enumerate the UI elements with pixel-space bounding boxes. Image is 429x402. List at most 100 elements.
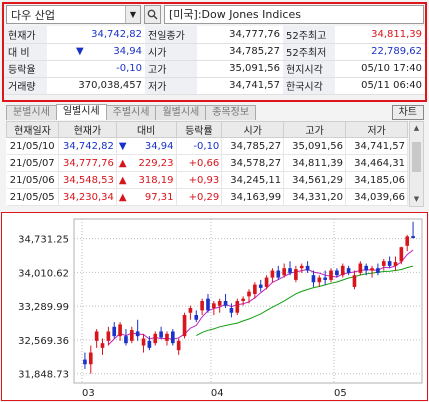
open-value: 34,785,27 — [197, 43, 283, 61]
price-cell: 34,230,34 — [58, 188, 117, 206]
summary-label: 52주최고 — [283, 26, 335, 44]
summary-highlight-frame — [2, 2, 427, 102]
low-cell: 34,464,31 — [345, 154, 408, 172]
candle-body — [223, 301, 228, 306]
change-amount: 34,94 — [113, 46, 142, 57]
diff-cell: ▲ 229,23 — [116, 154, 177, 172]
tab-monthly[interactable]: 월별시세 — [155, 105, 207, 120]
candle-body — [253, 284, 257, 294]
table-scrollbar[interactable]: ▲ ▼ — [409, 121, 424, 207]
table-row[interactable]: 21/05/05 34,230,34 ▲ 97,31 +0,29 34,163,9… — [6, 188, 408, 206]
candle-body — [247, 291, 251, 297]
high-cell: 34,561,29 — [283, 171, 347, 189]
x-tick-label: 03 — [82, 388, 95, 399]
low-cell: 34,185,06 — [345, 171, 408, 189]
korea-time-value: 05/11 06:40 — [335, 77, 425, 95]
summary-label: 52주최저 — [283, 43, 335, 61]
candle-body — [352, 275, 357, 287]
scroll-down-icon[interactable]: ▼ — [413, 195, 420, 203]
search-row: 다우 산업 ▼ [미국]:Dow Jones Indices — [6, 5, 424, 24]
high-cell: 34,811,39 — [283, 154, 347, 172]
scroll-up-icon[interactable]: ▲ — [413, 124, 420, 132]
candle-body — [411, 236, 415, 239]
table-row[interactable]: 21/05/07 34,777,76 ▲ 229,23 +0,66 34,578,… — [6, 154, 408, 172]
column-header[interactable]: 현재일자 — [6, 121, 59, 138]
candle-body — [176, 340, 181, 351]
low-cell: 34,741,57 — [345, 137, 408, 155]
y-tick-label: 34,010.62 — [18, 268, 69, 279]
summary-label: 전일종가 — [145, 26, 197, 44]
tab-daily[interactable]: 일별시세 — [55, 104, 107, 120]
candle-body — [118, 324, 122, 337]
candle-body — [288, 268, 292, 273]
table-row[interactable]: 21/05/06 34,548,53 ▲ 318,19 +0,93 34,245,… — [6, 171, 408, 189]
candle-body — [364, 265, 369, 271]
candle-body — [182, 315, 187, 337]
candle-body — [270, 270, 275, 278]
index-select[interactable]: 다우 산업 ▼ — [6, 5, 141, 24]
candle-body — [165, 333, 169, 341]
summary-label: 한국시각 — [283, 77, 335, 95]
tab-weekly[interactable]: 주별시세 — [105, 105, 157, 120]
rate-cell: +0,93 — [176, 171, 223, 189]
candlestick-chart[interactable]: 34,731.25 34,010.62 33,289.99 32,569.36 31,8… — [2, 213, 427, 400]
search-button[interactable] — [144, 5, 161, 24]
volume-value: 370,038,457 — [47, 77, 145, 95]
open-cell: 34,163,99 — [221, 188, 285, 206]
x-tick-label: 04 — [211, 388, 224, 399]
candle-body — [299, 265, 304, 269]
summary-label: 거래량 — [5, 77, 47, 95]
moving-average-short-line — [108, 249, 414, 345]
column-header[interactable]: 현재가 — [57, 121, 117, 138]
column-header[interactable]: 등락률 — [175, 121, 223, 138]
candle-body — [241, 298, 245, 301]
summary-row: 현재가 34,742,82 전일종가 34,777,76 52주최고 34,81… — [5, 26, 425, 44]
date-cell: 21/05/05 — [6, 188, 59, 206]
candle-body — [135, 331, 140, 337]
y-tick-label: 34,731.25 — [18, 235, 69, 246]
diff-value: 229,23 — [138, 157, 174, 169]
candle-body — [276, 270, 281, 278]
summary-row: 거래량 370,038,457 저가 34,741,57 한국시각 05/11 … — [5, 77, 425, 95]
column-header[interactable]: 시가 — [221, 121, 285, 138]
summary-label: 현지시각 — [283, 60, 335, 78]
summary-label: 저가 — [145, 77, 197, 95]
candle-body — [129, 330, 134, 341]
price-cell: 34,548,53 — [58, 171, 117, 189]
tab-bar: 분별시세 일별시세 주별시세 월별시세 종목정보 차트 — [6, 104, 424, 120]
plot-area — [73, 218, 423, 384]
table-row[interactable]: 21/05/10 34,742,82 ▼ 34,94 -0,10 34,785,2… — [6, 137, 408, 155]
up-arrow-icon: ▲ — [118, 174, 127, 186]
chevron-down-icon[interactable]: ▼ — [125, 6, 140, 23]
column-header[interactable]: 대비 — [115, 121, 177, 138]
chart-button[interactable]: 차트 — [391, 105, 424, 120]
candle-body — [153, 333, 158, 344]
high-52w-value: 34,811,39 — [335, 26, 425, 44]
candle-body — [147, 340, 152, 348]
candle-body — [141, 338, 146, 346]
up-arrow-icon: ▲ — [118, 191, 127, 203]
candle-body — [159, 331, 163, 338]
diff-cell: ▲ 318,19 — [116, 171, 177, 189]
candle-body — [323, 277, 327, 280]
column-header[interactable]: 고가 — [283, 121, 347, 138]
open-cell: 34,245,11 — [221, 171, 285, 189]
index-display-name: [미국]:Dow Jones Indices — [164, 5, 424, 24]
candle-body — [106, 331, 111, 341]
prev-close-value: 34,777,76 — [197, 26, 283, 44]
summary-label: 대 비 — [5, 43, 47, 61]
tab-stock-info[interactable]: 종목정보 — [205, 105, 257, 120]
candle-body — [94, 331, 99, 341]
tab-minute[interactable]: 분별시세 — [6, 105, 57, 120]
candle-body — [264, 277, 269, 287]
candle-body — [346, 268, 351, 273]
diff-cell: ▼ 34,94 — [116, 137, 177, 155]
candle-body — [258, 284, 263, 288]
candle-body — [370, 268, 374, 271]
candle-body — [88, 352, 93, 365]
summary-row: 대 비 ▼ 34,94 시가 34,785,27 52주최저 22,789,62 — [5, 43, 425, 61]
candle-body — [235, 301, 240, 313]
column-header[interactable]: 저가 — [345, 121, 408, 138]
price-cell: 34,777,76 — [58, 154, 117, 172]
scroll-thumb[interactable] — [412, 142, 421, 172]
